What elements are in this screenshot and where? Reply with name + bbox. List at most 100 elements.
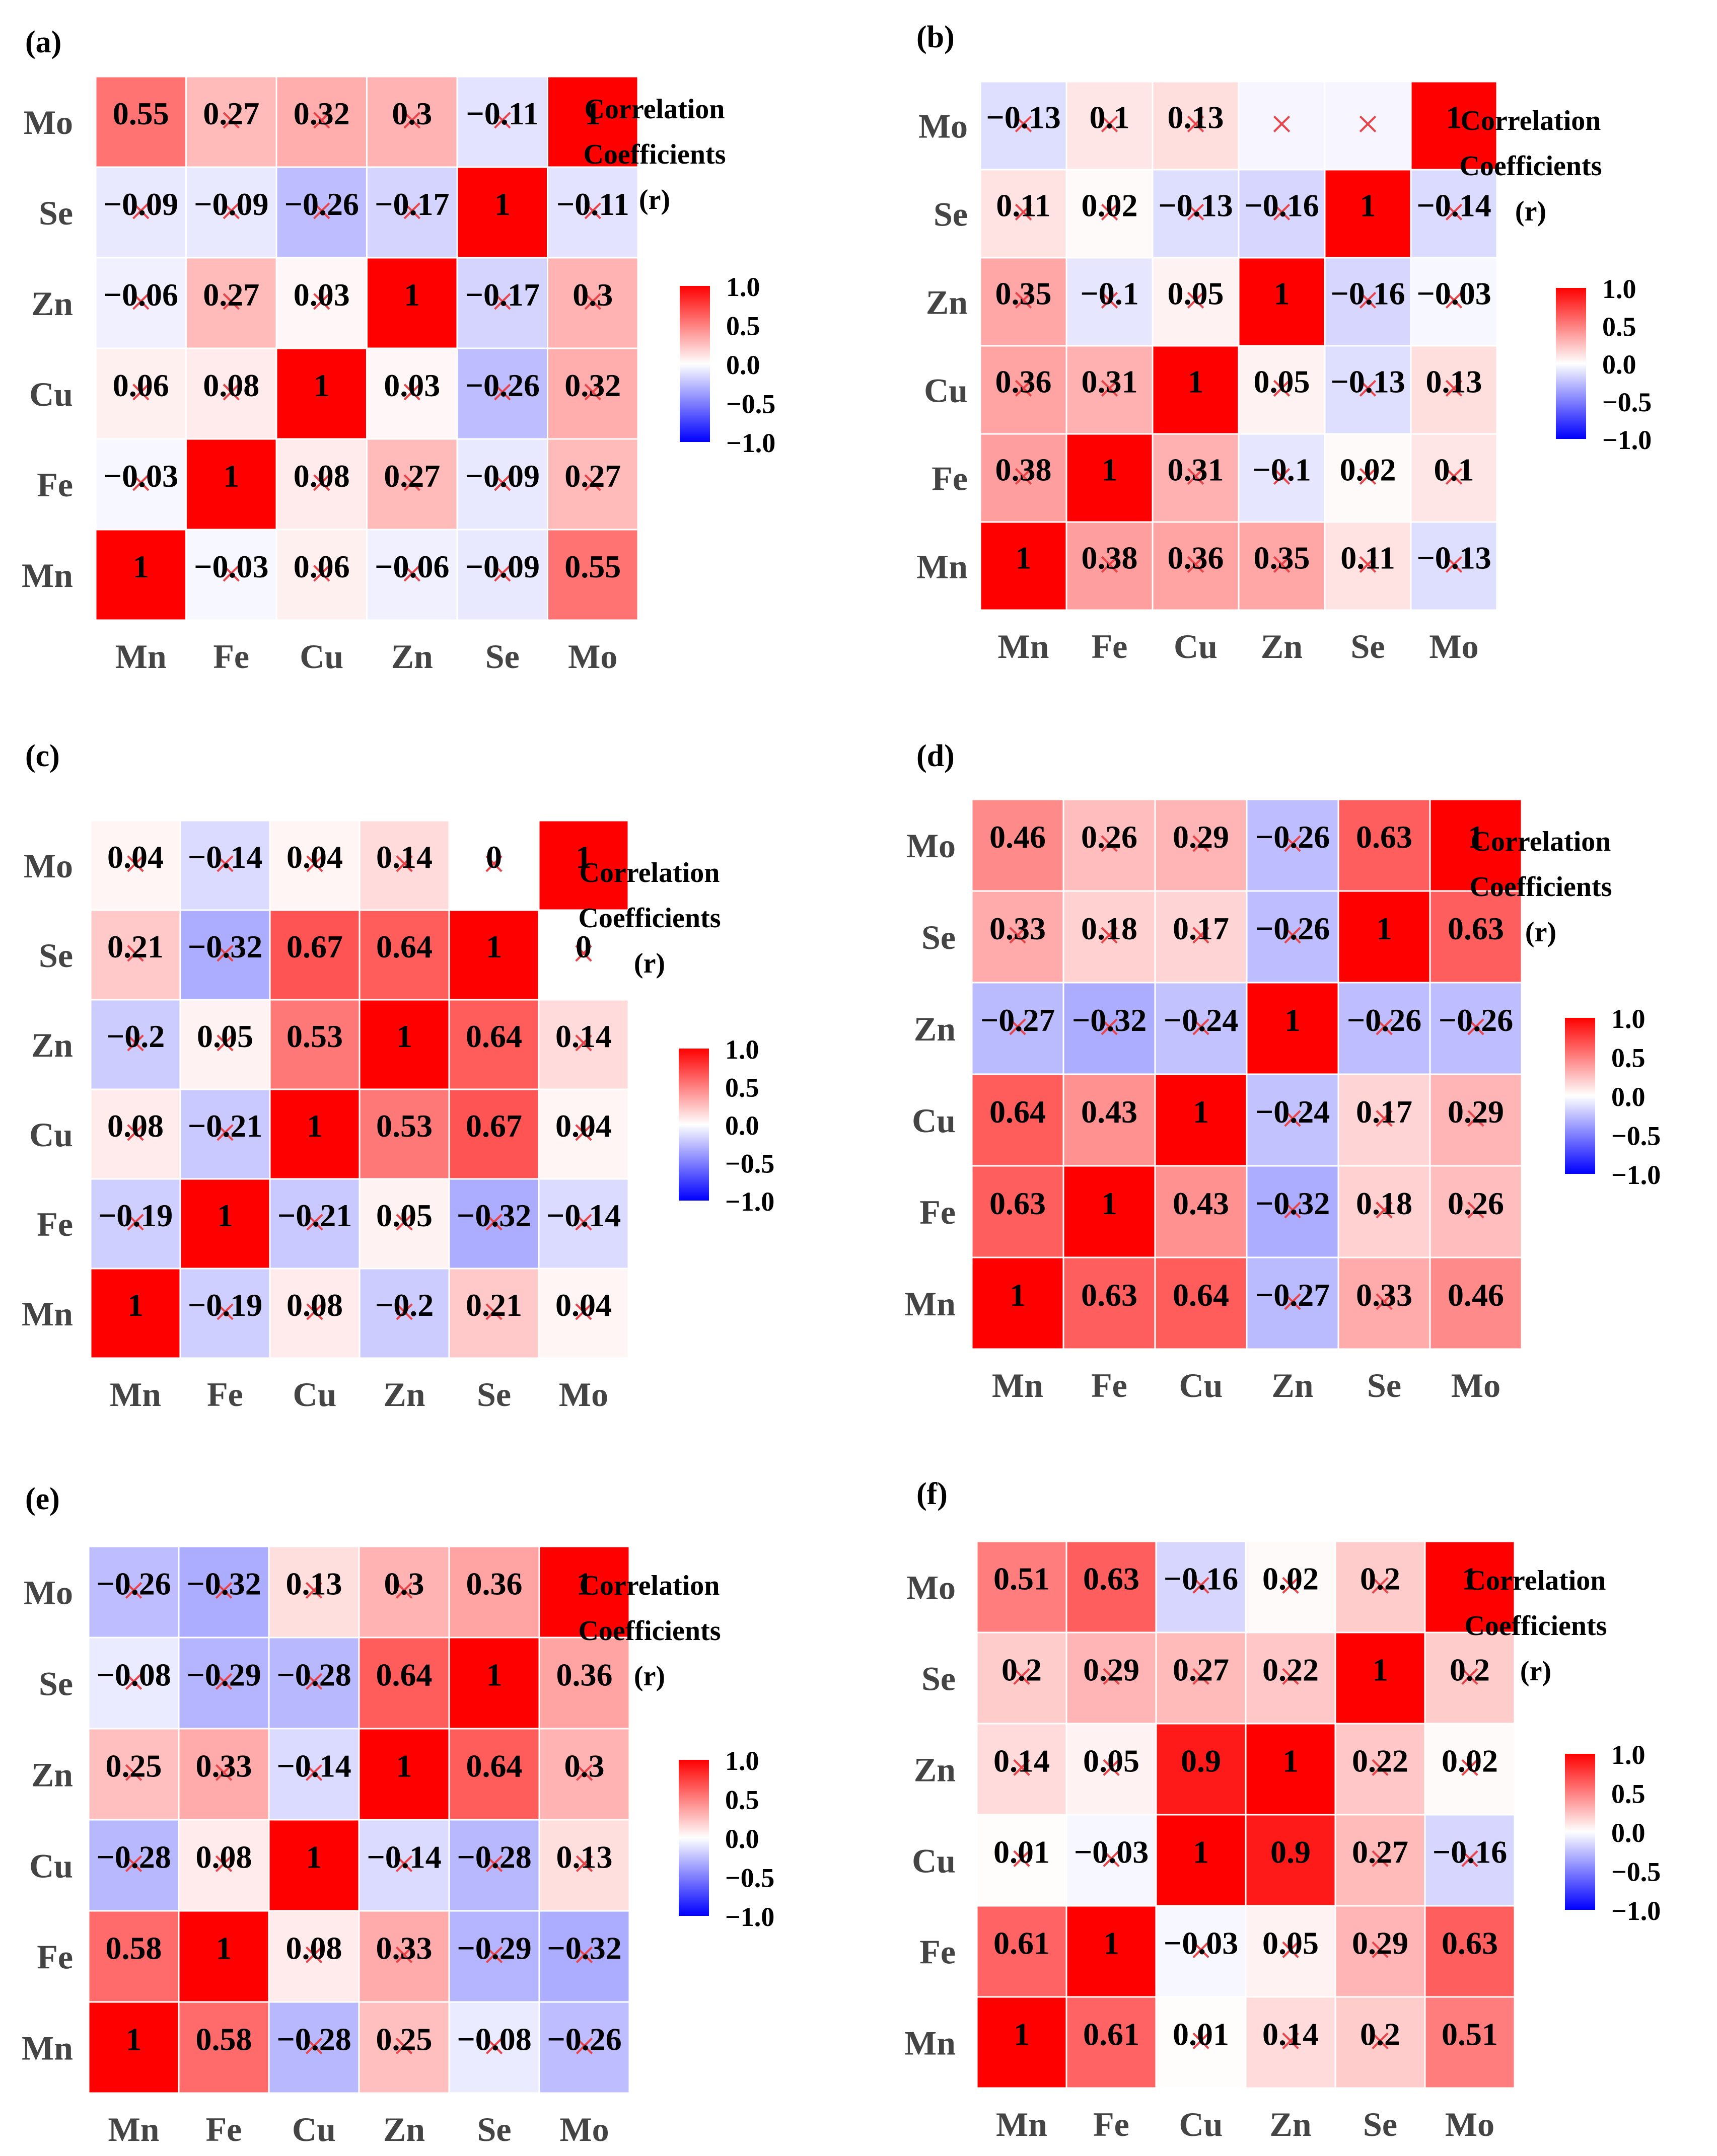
panel-label: (f) [916,1477,948,1511]
heatmap-cell [979,81,1067,171]
cell-value-label: 0.06 [294,549,350,584]
cell-value-label: −0.24 [1164,1002,1238,1038]
heatmap-cell [1245,1814,1336,1907]
cell-value-label: −0.06 [104,277,178,313]
heatmap-cell [456,257,548,349]
cell-value-label: −0.14 [1416,188,1491,224]
cell-value-label: −0.08 [457,2022,531,2057]
cell-value-label: −0.32 [188,929,262,964]
cell-value-label: 0.53 [287,1018,343,1054]
cell-value-label: −0.17 [375,186,449,222]
nonsignificant-cross-mark: × [1281,1095,1304,1141]
cell-value-label: 0.55 [113,96,169,131]
cell-value-label: 0.33 [1356,1277,1412,1313]
heatmap-cell [358,2001,450,2094]
nonsignificant-cross-mark: × [1189,912,1212,958]
cell-value-label: −0.06 [375,549,449,584]
x-tick-label: Se [1363,2105,1397,2143]
cell-value-label: 0.13 [1168,100,1224,135]
legend-title: Coefficients [583,139,726,170]
nonsignificant-cross-mark: × [1010,1745,1033,1791]
cell-value-label: −0.03 [1074,1834,1149,1870]
nonsignificant-cross-mark: × [581,188,604,234]
cell-value-label: 0.05 [197,1018,253,1054]
cell-value-label: −0.08 [96,1657,171,1693]
nonsignificant-cross-mark: × [213,1020,237,1066]
x-tick-label: Mn [998,627,1049,665]
cell-value-label: −0.1 [1080,276,1138,312]
colorbar-tick-label: −0.5 [1611,1121,1661,1151]
nonsignificant-cross-mark: × [302,1932,325,1978]
cell-value-label: 0.29 [1083,1652,1139,1688]
nonsignificant-cross-mark: × [129,188,153,234]
heatmap-cell [185,257,277,349]
cell-value-label: −0.28 [276,1657,351,1693]
heatmap-cell [971,982,1064,1075]
nonsignificant-cross-mark: × [310,460,333,505]
nonsignificant-cross-mark: × [482,2023,506,2069]
cell-value-label: 0.01 [1173,2017,1229,2052]
heatmap-cell [1410,433,1498,523]
heatmap-cell [547,257,639,349]
heatmap-cell [1410,81,1498,171]
heatmap-cell [1246,798,1339,892]
nonsignificant-cross-mark: × [1281,912,1304,958]
heatmap-cell [448,1910,540,2003]
x-tick-label: Se [485,637,520,676]
nonsignificant-cross-mark: × [400,188,423,234]
nonsignificant-cross-mark: × [1012,454,1035,499]
cell-value-label: −0.1 [1252,452,1311,488]
heatmap-cell [90,820,181,911]
x-tick-label: Cu [292,2110,336,2148]
heatmap-panel-e: (e)×−0.26 ×−0.32 ×0.13 ×0.3 0.36 1×−0.08 ×−0.2… [22,1482,774,2148]
nonsignificant-cross-mark: × [212,1568,235,1613]
heatmap-cell [1424,1723,1516,1816]
heatmap-cell [1062,890,1156,984]
colorbar-tick-label: 1.0 [1602,274,1636,304]
heatmap-cell [179,1268,271,1359]
cell-value-label: −0.27 [1255,1277,1330,1313]
heatmap-cell [1424,1905,1516,1998]
nonsignificant-cross-mark: × [1442,189,1465,235]
nonsignificant-cross-mark: × [1279,1927,1302,1973]
colorbar-tick-label: 0.5 [725,1785,759,1815]
cell-value-label: 0.17 [1173,911,1229,946]
nonsignificant-cross-mark: × [392,1568,415,1613]
heatmap-cell [1424,1996,1516,2089]
colorbar-tick-label: 0.0 [726,350,760,380]
colorbar-tick-label: 0.0 [725,1824,759,1854]
cell-value-label: 0.14 [555,1018,612,1054]
nonsignificant-cross-mark: × [213,841,237,886]
legend-title: Coefficients [1469,871,1612,903]
cell-value-label: 0.3 [564,1748,605,1784]
cell-value-label: 1 [1468,819,1484,855]
heatmap-cell [366,166,458,259]
cell-value-label: −0.26 [547,2022,621,2057]
heatmap-cell [1429,1165,1523,1258]
nonsignificant-cross-mark: × [212,1659,235,1704]
cell-value-label: 0.05 [1083,1743,1139,1779]
x-tick-label: Mn [108,2110,160,2148]
cell-value-label: 1 [404,277,420,313]
heatmap-cell [1324,521,1412,611]
legend-title: Coefficients [1464,1610,1607,1642]
cell-value-label: −0.14 [367,1839,441,1875]
heatmap-cell [1065,1631,1157,1725]
cell-value-label: 0.14 [376,839,433,875]
y-tick-label: Se [921,1660,956,1698]
cell-value-label: 0.27 [564,458,621,494]
heatmap-cell [269,1268,361,1359]
y-tick-label: Fe [37,1205,73,1243]
cell-value-label: 1 [494,186,511,222]
cell-value-label: 1 [1446,100,1462,135]
cell-value-label: 0.27 [384,458,440,494]
heatmap-cell [359,1088,450,1180]
colorbar-tick-label: −0.5 [725,1149,774,1179]
nonsignificant-cross-mark: × [392,1841,415,1887]
nonsignificant-cross-mark: × [303,1199,326,1245]
heatmap-cell [1155,1905,1247,1998]
cell-value-label: −0.16 [1164,1561,1238,1597]
heatmap-cell [275,76,368,168]
nonsignificant-cross-mark: × [572,1020,595,1066]
nonsignificant-cross-mark: × [1458,1836,1481,1882]
